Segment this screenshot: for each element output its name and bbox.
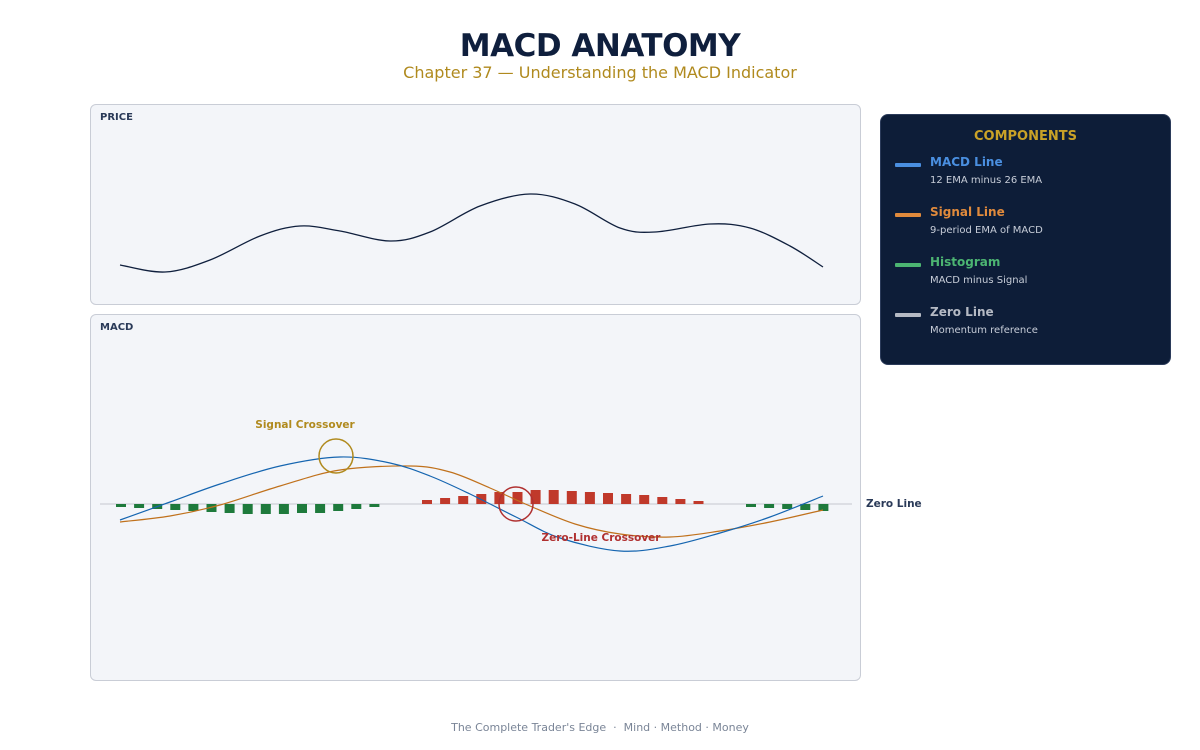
legend-item-histogram: Histogram MACD minus Signal [895, 255, 1155, 295]
legend-item-zero-line: Zero Line Momentum reference [895, 305, 1155, 345]
page-subtitle: Chapter 37 — Understanding the MACD Indi… [403, 63, 797, 82]
histogram-bar [351, 504, 362, 509]
histogram-bar [764, 504, 775, 508]
histogram-bar [530, 490, 541, 504]
legend-title: COMPONENTS [974, 129, 1077, 144]
histogram-bar [512, 492, 523, 504]
histogram-bar [782, 504, 793, 509]
histogram-bar [170, 504, 181, 510]
signal-crossover-label: Signal Crossover [255, 419, 355, 431]
histogram-bar [422, 500, 432, 504]
legend-swatch-zero-line [895, 313, 921, 317]
legend-name-signal-line: Signal Line [930, 205, 1005, 219]
histogram-bar [224, 504, 235, 513]
legend-swatch-signal-line [895, 213, 921, 217]
histogram-bar [603, 493, 613, 504]
legend-item-signal-line: Signal Line 9-period EMA of MACD [895, 205, 1155, 245]
legend-desc-signal-line: 9-period EMA of MACD [930, 225, 1043, 236]
price-line [119, 193, 824, 273]
histogram-bar [548, 490, 559, 504]
histogram-bar [621, 494, 632, 504]
histogram-bar [675, 499, 686, 504]
signal-line [119, 465, 824, 538]
macd-panel-label: MACD [100, 322, 134, 333]
histogram-bar [297, 504, 307, 513]
macd-panel: MACD [90, 314, 861, 681]
histogram [116, 490, 829, 514]
histogram-bar [693, 501, 704, 504]
components-legend: COMPONENTS MACD Line 12 EMA minus 26 EMA… [880, 114, 1171, 365]
legend-name-macd-line: MACD Line [930, 155, 1003, 169]
signal-crossover-marker [318, 438, 354, 474]
legend-swatch-macd-line [895, 163, 921, 167]
histogram-bar [566, 491, 577, 504]
histogram-bar [458, 496, 469, 504]
zero-line-label: Zero Line [866, 498, 922, 510]
histogram-bar [116, 504, 126, 507]
legend-name-zero-line: Zero Line [930, 305, 994, 319]
zero-crossover-marker [498, 486, 534, 522]
histogram-bar [369, 504, 380, 507]
histogram-bar [657, 497, 668, 504]
legend-desc-macd-line: 12 EMA minus 26 EMA [930, 175, 1043, 186]
legend-name-histogram: Histogram [930, 255, 1001, 269]
page-title: MACD ANATOMY [459, 28, 741, 64]
legend-item-macd-line: MACD Line 12 EMA minus 26 EMA [895, 155, 1155, 195]
legend-desc-histogram: MACD minus Signal [930, 275, 1028, 286]
histogram-bar [333, 504, 344, 511]
histogram-bar [800, 504, 811, 510]
histogram-bar [206, 504, 217, 512]
price-panel: PRICE [90, 104, 861, 305]
histogram-bar [315, 504, 326, 513]
histogram-bar [242, 504, 253, 514]
histogram-bar [134, 504, 145, 508]
macd-line [119, 456, 824, 552]
histogram-bar [260, 504, 271, 514]
histogram-bar [278, 504, 289, 514]
histogram-bar [746, 504, 756, 507]
histogram-bar [440, 498, 451, 504]
footer: The Complete Trader's Edge · Mind · Method… [0, 721, 1200, 734]
histogram-bar [818, 504, 829, 511]
legend-swatch-histogram [895, 263, 921, 267]
footer-tagline: Mind · Method · Money [623, 721, 749, 734]
price-panel-label: PRICE [100, 112, 133, 123]
footer-separator: · [613, 721, 617, 734]
legend-desc-zero-line: Momentum reference [930, 325, 1038, 336]
histogram-bar [639, 495, 650, 504]
histogram-bar [188, 504, 199, 511]
zero-crossover-label: Zero-Line Crossover [542, 532, 662, 544]
footer-book-title: The Complete Trader's Edge [451, 721, 607, 734]
histogram-bar [584, 492, 595, 504]
